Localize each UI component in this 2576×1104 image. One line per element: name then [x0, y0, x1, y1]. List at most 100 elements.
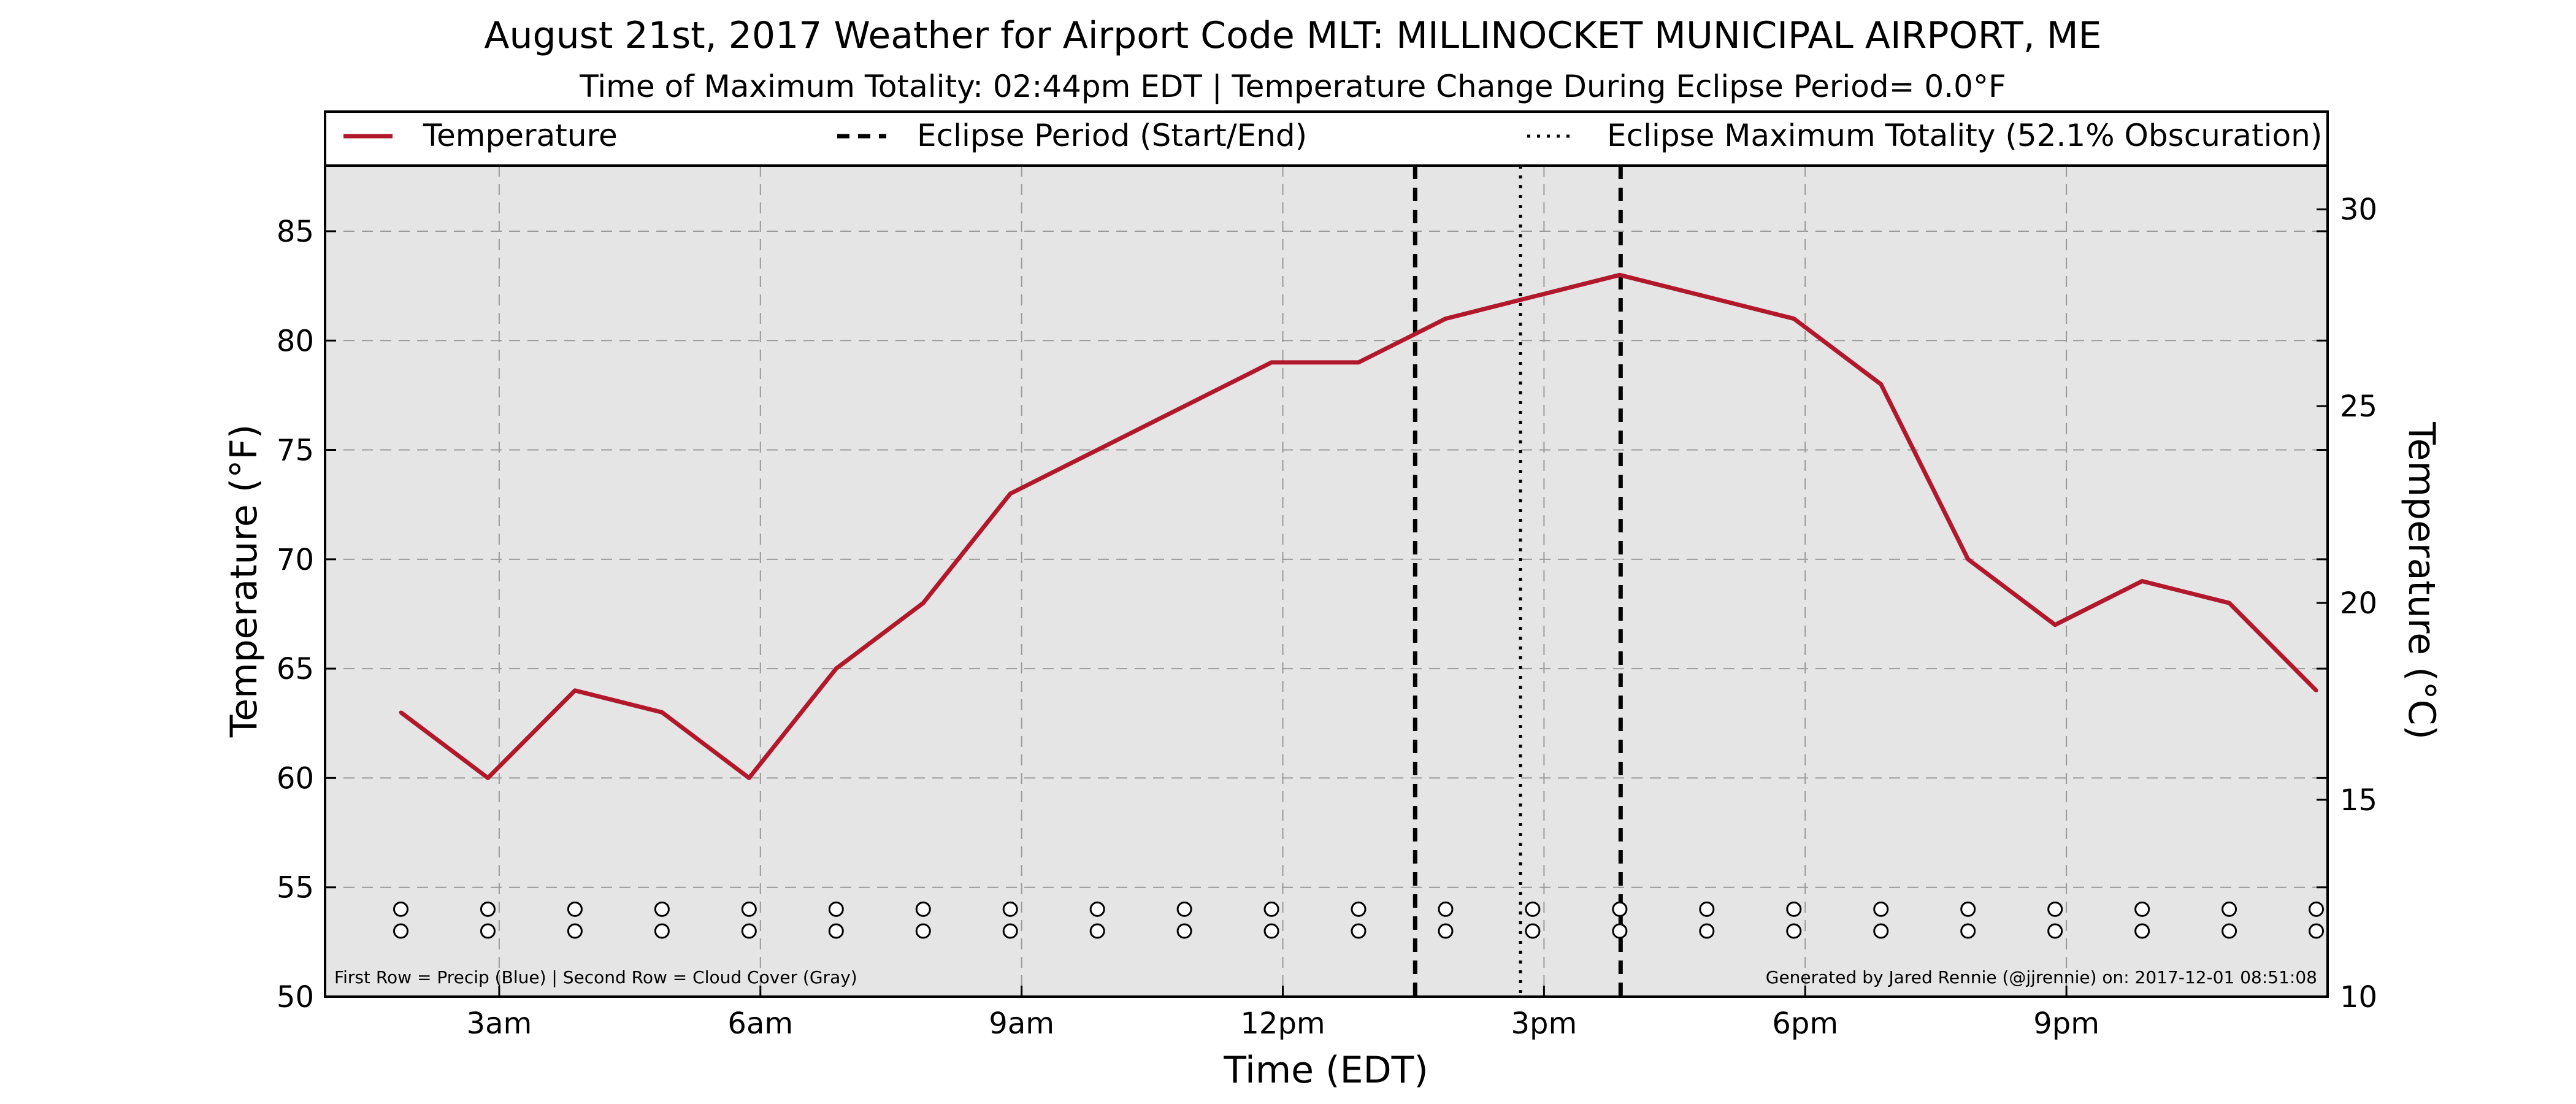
footer-right: Generated by Jared Rennie (@jjrennie) on…: [1766, 967, 2317, 987]
cloud-cover-marker: [1699, 923, 1715, 939]
x-tick-label: 6pm: [1772, 1006, 1838, 1041]
x-tick-label: 6am: [727, 1006, 793, 1041]
x-tick-label: 3am: [467, 1006, 532, 1041]
data-point-temperature: [2140, 579, 2144, 583]
precip-marker: [1699, 901, 1715, 917]
legend-temperature-label: Temperature: [423, 118, 618, 153]
precip-marker: [1873, 901, 1889, 917]
cloud-cover-marker: [741, 923, 757, 939]
data-point-temperature: [660, 710, 664, 715]
cloud-cover-marker: [2134, 923, 2150, 939]
cloud-cover-marker: [1873, 923, 1889, 939]
data-point-temperature: [2053, 623, 2057, 627]
precip-marker: [654, 901, 670, 917]
cloud-cover-marker: [1612, 923, 1628, 939]
precip-marker: [915, 901, 931, 917]
precip-marker: [1176, 901, 1192, 917]
x-tick-label: 3pm: [1511, 1006, 1577, 1041]
legend-eclipse-period-label: Eclipse Period (Start/End): [917, 118, 1307, 153]
data-point-temperature: [1530, 294, 1535, 299]
data-point-temperature: [1792, 316, 1796, 321]
legend-eclipse-max-label: Eclipse Maximum Totality (52.1% Obscurat…: [1607, 118, 2322, 153]
cloud-cover-marker: [1438, 923, 1454, 939]
y-tick-label-right: 25: [2340, 389, 2377, 424]
data-point-temperature: [2314, 688, 2318, 692]
precip-marker: [2134, 901, 2150, 917]
precip-marker: [1612, 901, 1628, 917]
cloud-cover-marker: [2221, 923, 2237, 939]
cloud-cover-marker: [567, 923, 583, 939]
cloud-cover-marker: [2047, 923, 2063, 939]
y-tick-label-left: 70: [277, 543, 314, 577]
y-axis-label-left: Temperature (°F): [223, 424, 266, 738]
y-tick-label-left: 80: [277, 324, 314, 358]
data-point-temperature: [1183, 404, 1187, 408]
chart-subtitle: Time of Maximum Totality: 02:44pm EDT | …: [579, 69, 2006, 104]
data-point-temperature: [1270, 360, 1274, 364]
cloud-cover-marker: [654, 923, 670, 939]
data-point-temperature: [1966, 557, 1970, 561]
y-axis-label-right: Temperature (°C): [2400, 421, 2443, 740]
cloud-cover-marker: [1089, 923, 1105, 939]
y-tick-label-right: 20: [2340, 586, 2377, 621]
cloud-cover-marker: [1002, 923, 1018, 939]
precip-marker: [1263, 901, 1279, 917]
data-point-temperature: [399, 710, 403, 715]
precip-marker: [567, 901, 583, 917]
y-tick-label-right: 15: [2340, 783, 2377, 818]
precip-marker: [741, 901, 757, 917]
data-point-temperature: [1008, 491, 1013, 496]
data-point-temperature: [1879, 382, 1883, 386]
y-tick-label-left: 50: [277, 980, 314, 1014]
precip-marker: [1786, 901, 1802, 917]
eclipse-lines: [1413, 166, 1623, 997]
data-point-temperature: [573, 688, 577, 692]
x-axis-label: Time (EDT): [1223, 1049, 1428, 1092]
y-tick-label-left: 75: [277, 434, 314, 468]
data-point-temperature: [1095, 448, 1100, 452]
y-tick-label-right: 30: [2340, 193, 2377, 227]
cloud-cover-marker: [828, 923, 844, 939]
series-layer: [399, 272, 2318, 780]
y-tick-label-left: 55: [277, 871, 314, 905]
precip-marker: [1438, 901, 1454, 917]
cloud-cover-marker: [2309, 923, 2325, 939]
data-point-temperature: [1443, 316, 1447, 321]
y-tick-label-left: 85: [277, 215, 314, 249]
precip-marker: [2309, 901, 2325, 917]
data-point-temperature: [486, 776, 490, 780]
precip-marker: [2047, 901, 2063, 917]
y-tick-label-left: 65: [277, 652, 314, 686]
cloud-cover-marker: [1960, 923, 1976, 939]
data-point-temperature: [834, 667, 838, 671]
axis-ticks: 50 55 60 65 70 75 80 85 10 15 20 25 30 3am 6am 9am 12pm 3…: [277, 193, 2377, 1041]
cloud-cover-marker: [1263, 923, 1279, 939]
precip-marker: [1525, 901, 1541, 917]
precip-marker: [1351, 901, 1367, 917]
cloud-cover-marker: [1786, 923, 1802, 939]
legend: Temperature Eclipse Period (Start/End) E…: [324, 110, 2329, 167]
cloud-cover-marker: [1176, 923, 1192, 939]
chart-title: August 21st, 2017 Weather for Airport Co…: [484, 14, 2101, 57]
marker-rows: [393, 901, 2325, 939]
data-point-temperature: [921, 601, 926, 605]
x-tick-label: 9am: [989, 1006, 1054, 1041]
cloud-cover-marker: [393, 923, 409, 939]
x-tick-label: 9pm: [2033, 1006, 2099, 1041]
precip-marker: [828, 901, 844, 917]
precip-marker: [480, 901, 496, 917]
precip-marker: [393, 901, 409, 917]
precip-marker: [1002, 901, 1018, 917]
plot-area: [325, 166, 2328, 997]
cloud-cover-marker: [1351, 923, 1367, 939]
data-point-temperature: [2227, 601, 2231, 605]
data-point-temperature: [1357, 360, 1361, 364]
x-tick-label: 12pm: [1240, 1006, 1325, 1041]
data-point-temperature: [1704, 294, 1709, 299]
legend-box: [324, 110, 2329, 167]
data-point-temperature: [1617, 273, 1622, 277]
y-tick-label-right: 10: [2340, 980, 2377, 1014]
cloud-cover-marker: [915, 923, 931, 939]
grid-lines: [325, 166, 2328, 997]
